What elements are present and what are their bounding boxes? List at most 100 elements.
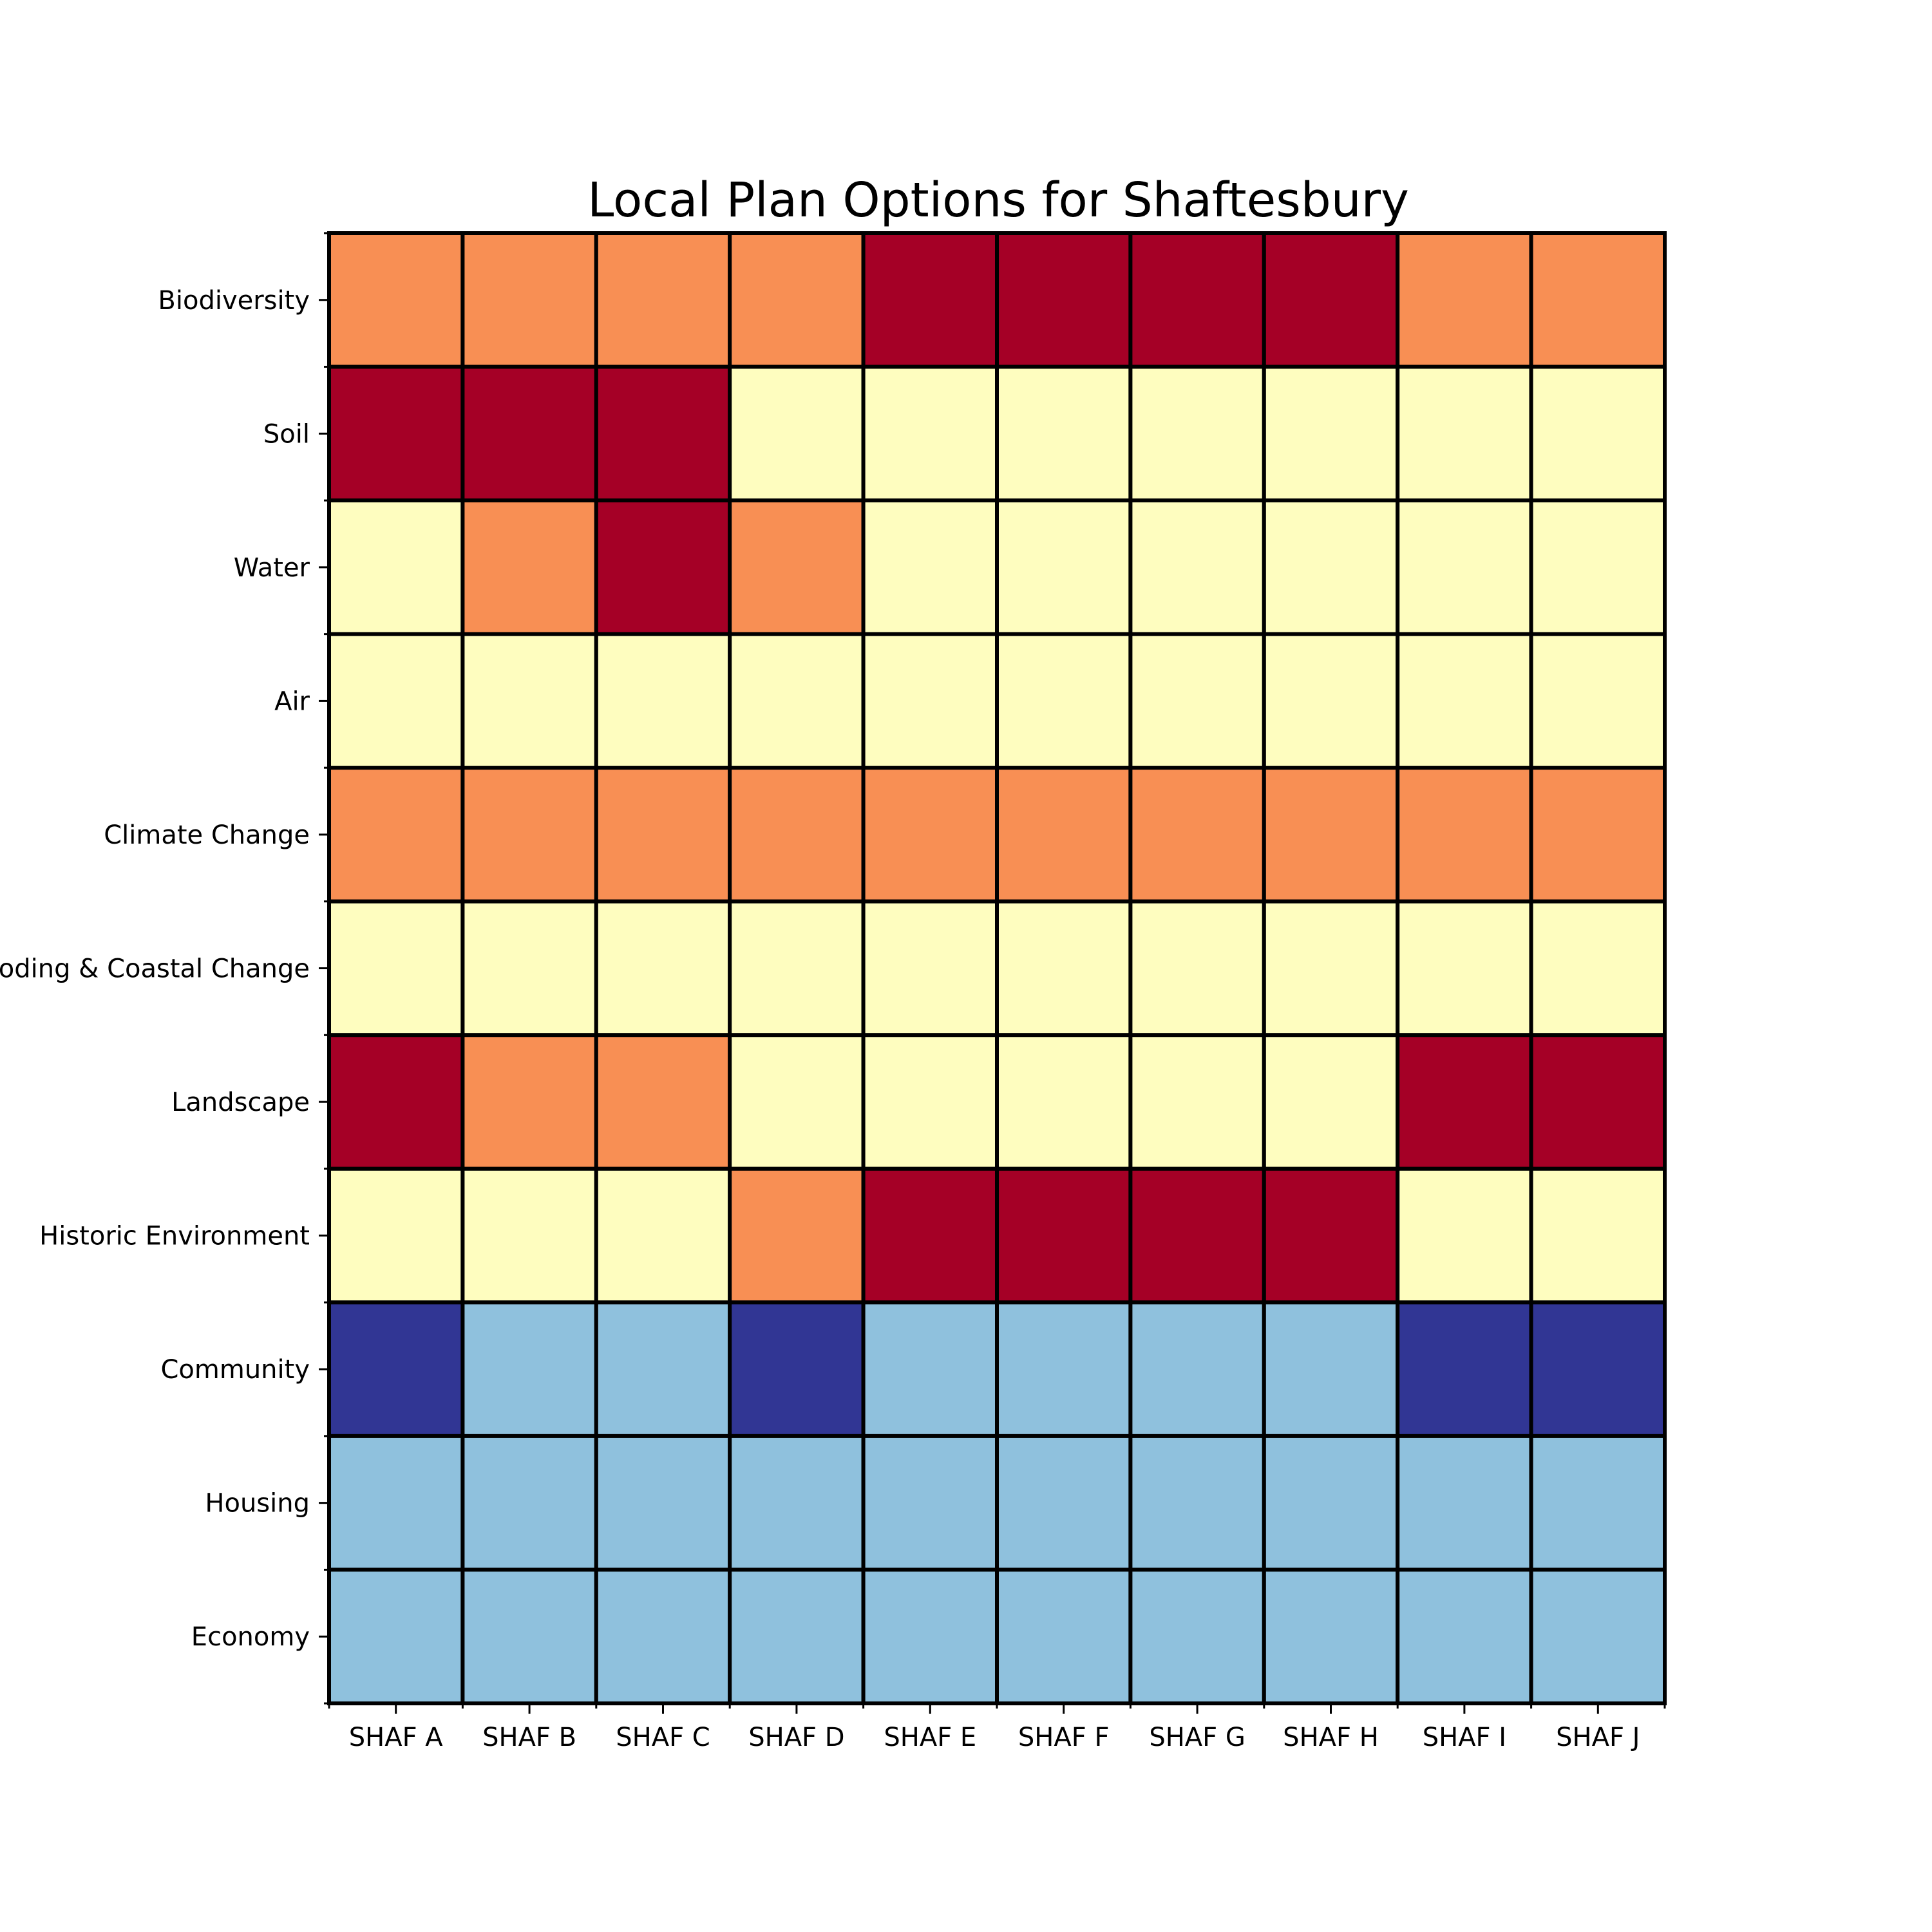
heatmap-cell: [861, 632, 999, 770]
heatmap-cell: [1396, 632, 1533, 770]
heatmap-cell: [460, 899, 598, 1037]
heatmap-cell: [861, 899, 999, 1037]
heatmap-cell: [995, 365, 1133, 503]
heatmap-cell: [460, 365, 598, 503]
heatmap-cell: [995, 632, 1133, 770]
heatmap-cell: [1396, 1033, 1533, 1171]
heatmap-cell: [594, 498, 732, 636]
heatmap-cell: [1128, 632, 1266, 770]
heatmap-cell: [1262, 231, 1400, 369]
heatmap-cell: [327, 1033, 465, 1171]
heatmap-cell: [460, 766, 598, 904]
heatmap-cell: [728, 1300, 866, 1438]
y-tick-label: Climate Change: [104, 820, 310, 850]
heatmap-cell: [594, 766, 732, 904]
y-tick-label: Air: [274, 687, 310, 716]
y-tick-label: Water: [234, 553, 310, 583]
heatmap-cell: [1128, 766, 1266, 904]
heatmap-cell: [327, 1300, 465, 1438]
x-tick-label: SHAF D: [748, 1723, 844, 1752]
y-tick-label: Landscape: [171, 1088, 310, 1117]
heatmap-cell: [594, 899, 732, 1037]
x-tick-label: SHAF E: [884, 1723, 976, 1752]
y-tick-label: Economy: [191, 1622, 310, 1652]
heatmap-cell: [728, 899, 866, 1037]
x-tick-label: SHAF C: [616, 1723, 710, 1752]
heatmap-cell: [995, 1567, 1133, 1706]
heatmap-cell: [728, 632, 866, 770]
heatmap-cell: [995, 766, 1133, 904]
heatmap-cell: [861, 498, 999, 636]
heatmap-cell: [1529, 365, 1667, 503]
heatmap-cell: [1262, 1166, 1400, 1305]
heatmap-cell: [1128, 899, 1266, 1037]
heatmap-cell: [594, 1033, 732, 1171]
heatmap-cell: [861, 1166, 999, 1305]
y-tick-label: Housing: [205, 1489, 310, 1519]
chart-title: Local Plan Options for Shaftesbury: [587, 173, 1409, 228]
heatmap-cell: [1529, 1033, 1667, 1171]
heatmap-cell: [861, 365, 999, 503]
heatmap-cell: [1529, 498, 1667, 636]
heatmap-cell: [327, 766, 465, 904]
heatmap-cell: [728, 1434, 866, 1572]
heatmap-cell: [1128, 1033, 1266, 1171]
heatmap-cell: [1396, 1567, 1533, 1706]
heatmap-cell: [460, 498, 598, 636]
heatmap-cell: [327, 1434, 465, 1572]
heatmap-cell: [728, 766, 866, 904]
heatmap-cell: [1529, 1567, 1667, 1706]
heatmap-cell: [728, 1166, 866, 1305]
heatmap-cell: [1262, 1434, 1400, 1572]
heatmap-cell: [1262, 1033, 1400, 1171]
heatmap-cell: [1128, 1166, 1266, 1305]
heatmap-cell: [728, 498, 866, 636]
heatmap-cell: [1529, 766, 1667, 904]
heatmap-cell: [861, 1567, 999, 1706]
heatmap-cell: [728, 231, 866, 369]
heatmap-cell: [728, 1033, 866, 1171]
heatmap-cell: [1262, 632, 1400, 770]
heatmap-cell: [594, 1166, 732, 1305]
heatmap-cell: [1396, 1166, 1533, 1305]
heatmap-cell: [1128, 1567, 1266, 1706]
x-tick-label: SHAF J: [1556, 1723, 1640, 1752]
x-tick-label: SHAF A: [349, 1723, 444, 1752]
heatmap-cell: [1128, 231, 1266, 369]
heatmap-cell: [460, 1434, 598, 1572]
x-tick-label: SHAF H: [1283, 1723, 1379, 1752]
heatmap-cell: [995, 899, 1133, 1037]
heatmap-cell: [1262, 1300, 1400, 1438]
x-tick-label: SHAF B: [482, 1723, 576, 1752]
x-tick-label: SHAF G: [1149, 1723, 1245, 1752]
heatmap-cell: [1396, 365, 1533, 503]
heatmap-cell: [460, 1166, 598, 1305]
heatmap-cell: [327, 632, 465, 770]
heatmap-cell: [1396, 1300, 1533, 1438]
heatmap-cell: [1396, 1434, 1533, 1572]
heatmap-cell: [1128, 498, 1266, 636]
heatmap-cell: [1396, 899, 1533, 1037]
heatmap-cell: [460, 1033, 598, 1171]
heatmap-cell: [594, 365, 732, 503]
heatmap-cell: [1529, 632, 1667, 770]
heatmap-cell: [594, 1434, 732, 1572]
axis-ticks: [319, 232, 1666, 1714]
heatmap-cell: [1529, 1166, 1667, 1305]
heatmap-cell: [728, 365, 866, 503]
heatmap-cell: [460, 1567, 598, 1706]
heatmap-cell: [995, 1300, 1133, 1438]
heatmap-cell: [594, 231, 732, 369]
heatmap-cell: [995, 498, 1133, 636]
heatmap-cell: [594, 1300, 732, 1438]
heatmap-cell: [1128, 365, 1266, 503]
heatmap-cell: [995, 231, 1133, 369]
heatmap-cell: [1529, 1300, 1667, 1438]
heatmap-cell: [327, 1166, 465, 1305]
y-tick-label: Historic Environment: [39, 1222, 310, 1251]
heatmap-cell: [1262, 498, 1400, 636]
heatmap-cell: [327, 899, 465, 1037]
heatmap-cell: [995, 1033, 1133, 1171]
heatmap-cell: [1262, 365, 1400, 503]
